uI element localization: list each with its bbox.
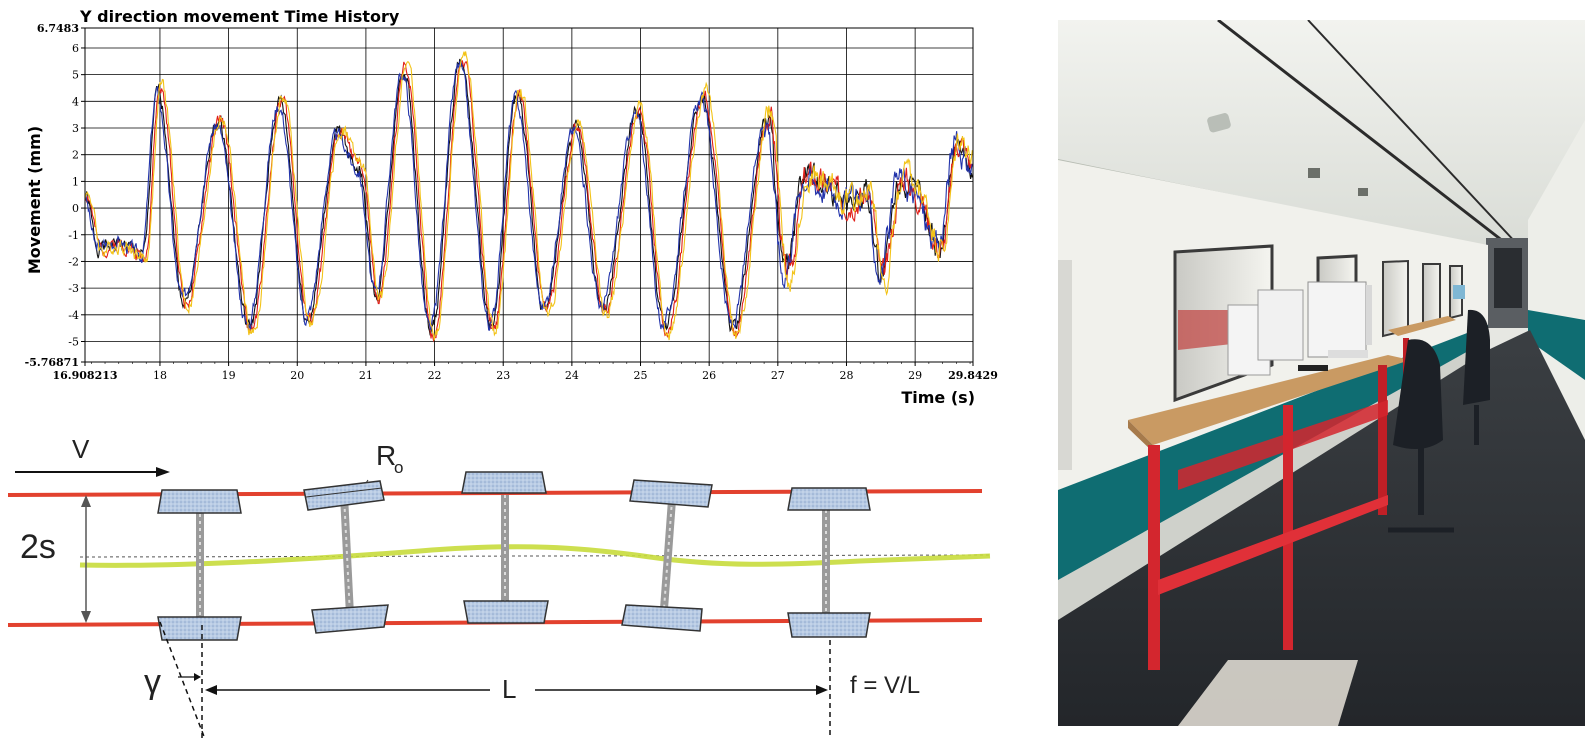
y-tick-label: 5 [72, 69, 79, 82]
wheelset-1 [157, 489, 242, 641]
movement-time-history-chart: Y direction movement Time History 6.7483… [25, 7, 998, 407]
wheelset-3 [461, 471, 549, 624]
y-tick-label: 2 [72, 149, 79, 162]
x-tick-label: 27 [771, 369, 785, 382]
x-tick-label: 18 [153, 369, 167, 382]
y-tick-label: -5 [68, 335, 79, 348]
label-gamma: γ [144, 663, 161, 701]
track-centerline [79, 554, 991, 558]
x-tick-label: 29.8429 [948, 369, 998, 382]
x-axis-label: Time (s) [901, 388, 975, 407]
wheelset-hunting-diagram: V R o 2s γ L f = V/L [7, 434, 991, 740]
label-l: L [502, 674, 516, 704]
y-tick-label: 0 [72, 202, 79, 215]
label-v: V [72, 434, 90, 464]
hunting-wave-path [79, 544, 991, 568]
x-tick-label: 20 [290, 369, 304, 382]
x-tick-label: 19 [222, 369, 236, 382]
label-ro-subscript: o [394, 458, 403, 477]
y-tick-label: -1 [68, 229, 79, 242]
y-tick-label: 4 [72, 95, 79, 108]
wheelset-2 [303, 480, 389, 634]
chart-series [84, 51, 973, 343]
x-tick-label: 29 [908, 369, 922, 382]
wheelset-5 [787, 487, 871, 638]
y-tick-label: -5.76871 [25, 356, 79, 369]
x-tick-label: 22 [428, 369, 442, 382]
chart-title: Y direction movement Time History [79, 7, 400, 26]
y-tick-label: -3 [68, 282, 79, 295]
label-2s: 2s [20, 528, 56, 566]
y-axis-label: Movement (mm) [25, 126, 44, 274]
series-line-yellow [84, 51, 973, 341]
y-tick-label: -4 [68, 309, 79, 322]
plot-frame [84, 27, 974, 363]
y-tick-label: 6 [72, 42, 79, 55]
train-interior-photo [1058, 20, 1585, 726]
series-line-red [84, 60, 973, 343]
velocity-arrowhead [156, 467, 170, 477]
x-tick-label: 23 [496, 369, 510, 382]
x-tick-label: 25 [634, 369, 648, 382]
x-tick-label: 24 [565, 369, 579, 382]
y-tick-label: 1 [72, 175, 79, 188]
x-tick-label: 26 [702, 369, 716, 382]
y-axis-ticks: 6.7483 6 5 4 3 2 1 0 -1 -2 -3 -4 -5 -5.76871 [25, 22, 85, 369]
y-tick-label: -2 [68, 255, 79, 268]
series-line-blue [84, 60, 973, 331]
x-tick-label: 21 [359, 369, 373, 382]
yaw-angle-line [159, 621, 206, 740]
x-tick-label: 16.908213 [52, 369, 117, 382]
label-frequency: f = V/L [850, 672, 920, 699]
y-tick-label: 3 [72, 122, 79, 135]
x-tick-label: 28 [839, 369, 853, 382]
x-axis-ticks: 16.908213 18 19 20 21 22 23 24 25 26 27 28 29 29.8429 [52, 362, 998, 382]
wheelset-4 [621, 479, 713, 632]
label-ro: R [376, 440, 396, 471]
y-tick-label: 6.7483 [37, 22, 79, 35]
